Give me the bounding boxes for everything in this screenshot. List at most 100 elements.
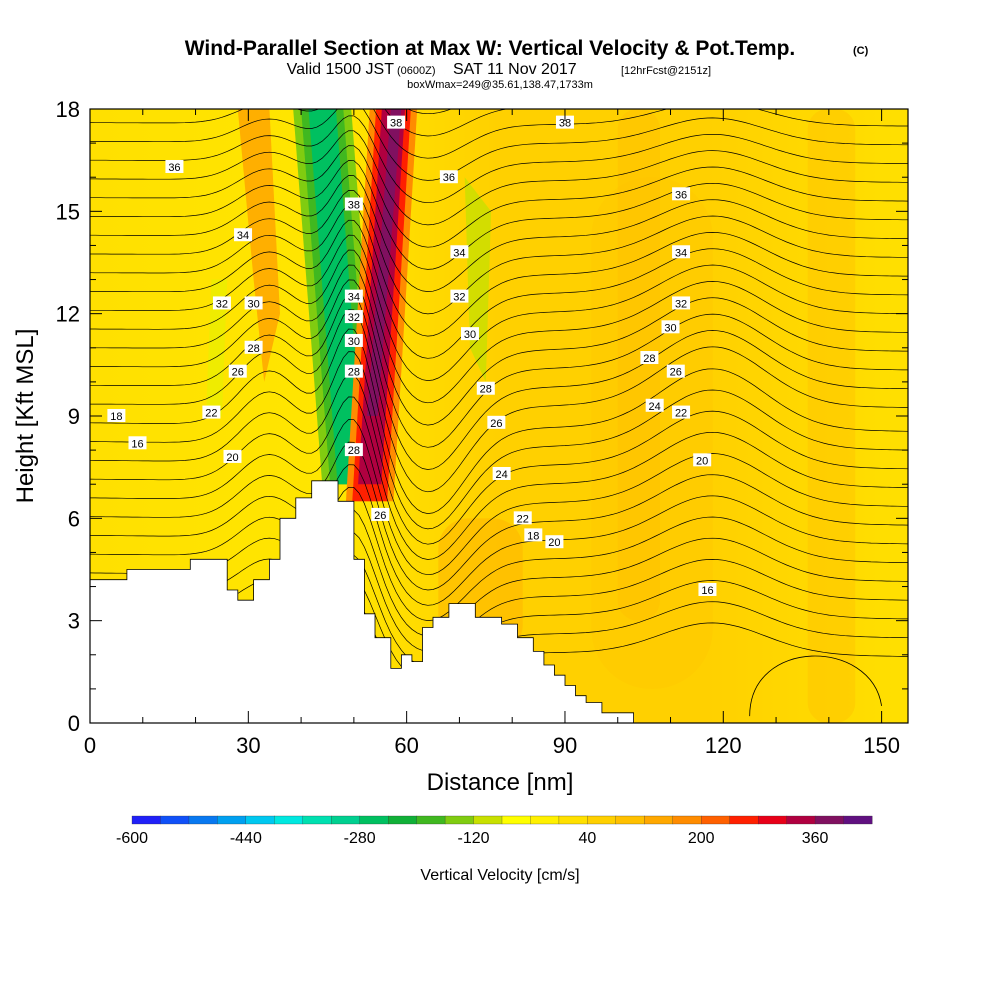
contour-label-bg bbox=[693, 453, 712, 467]
contour-label: 22 bbox=[202, 405, 221, 420]
colorbar-swatch bbox=[274, 815, 304, 825]
updraft-peak bbox=[367, 109, 402, 416]
contour-label-bg bbox=[165, 159, 184, 173]
contour-label-bg bbox=[672, 405, 691, 419]
colorbar-tick-label: -600 bbox=[116, 830, 148, 847]
contour-label-bg bbox=[344, 333, 363, 347]
theta-contour bbox=[90, 234, 908, 381]
contour-label-bg bbox=[202, 405, 221, 419]
contour-label-text: 34 bbox=[675, 247, 687, 259]
contour-label-text: 20 bbox=[696, 455, 708, 467]
colorbar-swatch bbox=[843, 815, 873, 825]
contour-label-bg bbox=[672, 245, 691, 259]
contour-label-bg bbox=[228, 364, 247, 378]
y-tick-label: 18 bbox=[56, 97, 80, 122]
theta-contour bbox=[90, 294, 908, 470]
colorbar-tick-label: 360 bbox=[802, 830, 829, 847]
contour-label-text: 36 bbox=[443, 172, 455, 184]
contour-label-text: 28 bbox=[247, 343, 259, 355]
colorbar-swatch bbox=[416, 815, 446, 825]
theta-contour bbox=[90, 419, 908, 576]
contour-label: 30 bbox=[344, 333, 363, 348]
contour-label: 38 bbox=[344, 197, 363, 212]
contour-label-bg bbox=[371, 507, 390, 521]
contour-label-text: 16 bbox=[131, 438, 143, 450]
contour-label-bg bbox=[640, 351, 659, 365]
colorbar-swatch bbox=[530, 815, 560, 825]
contour-label: 36 bbox=[165, 159, 184, 174]
colorbar-swatch bbox=[615, 815, 645, 825]
colorbar-swatch bbox=[245, 815, 275, 825]
theta-contour bbox=[90, 204, 908, 337]
colorbar: -600 -440 -280 -120 40 200 360 bbox=[116, 815, 873, 847]
theta-contour bbox=[90, 249, 908, 404]
contour-label: 26 bbox=[371, 507, 390, 522]
colorbar-tick-label: 40 bbox=[578, 830, 596, 847]
contour-label: 28 bbox=[476, 381, 495, 396]
contour-label-text: 30 bbox=[247, 298, 259, 310]
colorbar-tick-label: -440 bbox=[230, 830, 262, 847]
contour-label: 32 bbox=[450, 289, 469, 304]
contour-label-text: 26 bbox=[232, 367, 244, 379]
x-tick-label: 30 bbox=[236, 733, 260, 758]
contour-label-text: 30 bbox=[464, 329, 476, 341]
contour-label-bg bbox=[128, 436, 147, 450]
theta-contour bbox=[90, 486, 908, 621]
contour-label: 20 bbox=[545, 535, 564, 549]
theta-contour bbox=[90, 441, 908, 591]
contour-label-bg bbox=[672, 296, 691, 310]
contour-label-text: 18 bbox=[110, 411, 122, 423]
contour-label-bg bbox=[698, 582, 717, 596]
y-tick-label: 6 bbox=[68, 506, 80, 531]
contour-label: 30 bbox=[244, 296, 263, 310]
contour-label-text: 26 bbox=[490, 418, 502, 430]
terrain bbox=[90, 480, 645, 723]
theta-contour bbox=[90, 109, 908, 181]
contour-label-text: 28 bbox=[348, 445, 360, 457]
theta-contour bbox=[90, 190, 908, 315]
theta-contour bbox=[90, 160, 908, 270]
contour-label: 26 bbox=[228, 364, 247, 379]
contour-label-bg bbox=[344, 289, 363, 303]
contour-label: 20 bbox=[223, 449, 242, 464]
contour-label-bg bbox=[555, 115, 574, 129]
colorbar-label: Vertical Velocity [cm/s] bbox=[420, 867, 579, 884]
colorbar-swatch bbox=[302, 815, 332, 825]
contour-label: 32 bbox=[212, 296, 231, 310]
contour-label-bg bbox=[492, 466, 511, 480]
contour-label: 22 bbox=[672, 405, 691, 420]
x-tick-label: 60 bbox=[394, 733, 418, 758]
contour-label: 32 bbox=[672, 296, 691, 310]
colorbar-swatch bbox=[558, 815, 588, 825]
chart-title: Wind-Parallel Section at Max W: Vertical… bbox=[185, 37, 796, 60]
contour-label-text: 26 bbox=[374, 510, 386, 522]
contour-label-text: 24 bbox=[649, 401, 661, 413]
theta-contour bbox=[90, 279, 908, 448]
contour-label: 20 bbox=[693, 453, 712, 467]
contour-label: 32 bbox=[344, 310, 363, 324]
contour-label-text: 30 bbox=[664, 322, 676, 334]
contour-label: 16 bbox=[128, 436, 147, 450]
contour-label-text: 28 bbox=[643, 353, 655, 365]
contour-label: 36 bbox=[672, 187, 691, 201]
contour-label-text: 30 bbox=[348, 336, 360, 348]
contour-label-bg bbox=[212, 296, 231, 310]
contour-label: 28 bbox=[244, 340, 263, 355]
field-patch bbox=[807, 109, 856, 723]
contour-label-text: 32 bbox=[453, 292, 465, 304]
contour-label-bg bbox=[244, 340, 263, 354]
theta-contour bbox=[90, 130, 908, 226]
contour-label: 24 bbox=[645, 398, 664, 413]
contour-label-text: 22 bbox=[205, 408, 217, 420]
chart-title-c: (C) bbox=[853, 45, 869, 57]
colorbar-swatch bbox=[131, 815, 161, 825]
theta-contour bbox=[90, 328, 908, 514]
theta-contour bbox=[90, 264, 908, 426]
contour-label-bg bbox=[450, 245, 469, 259]
theta-contour bbox=[90, 396, 908, 560]
contour-label-bg bbox=[524, 528, 543, 542]
contour-label-bg bbox=[107, 409, 126, 422]
subtitle-zulu: (0600Z) bbox=[397, 65, 436, 77]
